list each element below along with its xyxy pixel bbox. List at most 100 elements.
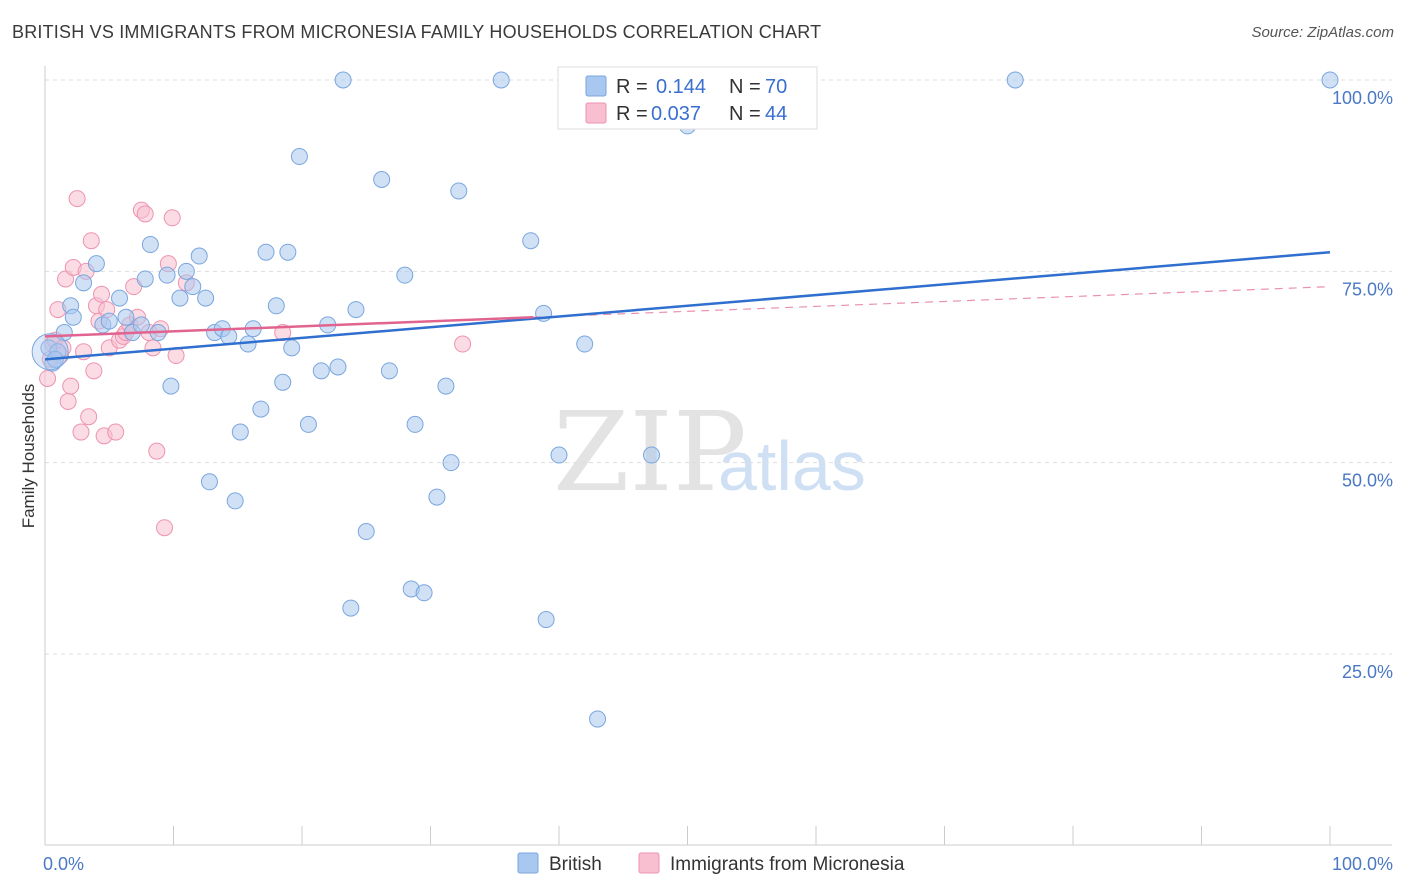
series-micronesia-points <box>39 190 472 537</box>
watermark-atlas: atlas <box>718 427 866 505</box>
data-point-british <box>437 377 455 395</box>
data-point-british <box>576 335 594 353</box>
trend-lines <box>44 250 1331 361</box>
data-point-british <box>406 415 424 433</box>
data-point-micronesia <box>156 519 174 537</box>
data-point-british <box>197 289 215 307</box>
data-point-british <box>87 255 105 273</box>
data-point-british <box>267 297 285 315</box>
data-point-british <box>200 473 218 491</box>
data-point-british <box>492 71 510 89</box>
data-point-british <box>589 710 607 728</box>
data-point-micronesia <box>93 285 111 303</box>
data-point-british <box>643 446 661 464</box>
y-tick-label: 50.0% <box>1342 471 1393 491</box>
micronesia-swatch <box>585 102 607 124</box>
series-british-points <box>31 71 1339 728</box>
data-point-british <box>231 423 249 441</box>
grid-lines <box>45 79 1392 655</box>
data-point-british <box>299 415 317 433</box>
data-point-british-cluster <box>31 333 69 371</box>
data-point-micronesia <box>107 423 125 441</box>
micronesia-r-value: 0.037 <box>651 103 701 125</box>
data-point-british <box>373 170 391 188</box>
data-point-british <box>158 266 176 284</box>
trend-line-british <box>44 250 1331 361</box>
data-point-micronesia <box>62 377 80 395</box>
data-point-british <box>329 358 347 376</box>
data-point-british <box>290 148 308 166</box>
data-point-british <box>226 492 244 510</box>
source-label: Source: ZipAtlas.com <box>1251 24 1394 41</box>
y-tick-labels: 25.0% 50.0% 75.0% 100.0% <box>1332 88 1393 682</box>
data-point-micronesia <box>82 232 100 250</box>
data-point-british <box>334 71 352 89</box>
trend-line-micronesia <box>44 316 534 338</box>
data-point-british <box>380 362 398 380</box>
data-point-british <box>415 584 433 602</box>
data-point-micronesia <box>72 423 90 441</box>
chart-title: BRITISH VS IMMIGRANTS FROM MICRONESIA FA… <box>12 22 822 42</box>
stats-legend: R = 0.144 N = 70 R = 0.037 N = 44 <box>557 66 818 130</box>
data-point-british <box>111 289 129 307</box>
y-axis-label: Family Households <box>19 384 38 529</box>
data-point-british <box>274 373 292 391</box>
data-point-british <box>1321 71 1339 89</box>
trend-line-micronesia-extension <box>533 286 1331 318</box>
x-tick-labels: 0.0% 100.0% <box>43 854 1393 874</box>
data-point-british <box>283 339 301 357</box>
legend-micronesia-swatch <box>638 852 660 874</box>
data-point-british <box>75 274 93 292</box>
data-point-micronesia <box>59 392 77 410</box>
y-tick-label: 100.0% <box>1332 88 1393 108</box>
data-point-micronesia <box>144 339 162 357</box>
data-point-british <box>162 377 180 395</box>
legend-british-label: British <box>549 854 602 875</box>
data-point-british <box>442 454 460 472</box>
x-tick-label: 100.0% <box>1332 854 1393 874</box>
british-r-value: 0.144 <box>656 76 706 98</box>
data-point-british <box>550 446 568 464</box>
british-n-value: 70 <box>765 76 787 98</box>
data-point-british <box>252 400 270 418</box>
data-point-british <box>1006 71 1024 89</box>
data-point-british <box>450 182 468 200</box>
data-point-micronesia <box>136 205 154 223</box>
y-tick-label: 25.0% <box>1342 662 1393 682</box>
data-point-british <box>220 327 238 345</box>
data-point-british <box>190 247 208 265</box>
british-n-label: N = <box>729 76 761 98</box>
data-point-british <box>257 243 275 261</box>
data-point-british <box>184 278 202 296</box>
x-tick-label: 0.0% <box>43 854 84 874</box>
data-point-british <box>64 308 82 326</box>
legend-british-swatch <box>517 852 539 874</box>
data-point-british <box>171 289 189 307</box>
y-tick-label: 75.0% <box>1342 279 1393 299</box>
data-point-british <box>342 599 360 617</box>
micronesia-n-label: N = <box>729 103 761 125</box>
data-point-british <box>117 308 135 326</box>
micronesia-r-label: R = <box>616 103 648 125</box>
data-point-british <box>132 316 150 334</box>
data-point-micronesia <box>454 335 472 353</box>
data-point-micronesia <box>148 442 166 460</box>
data-point-british <box>177 262 195 280</box>
data-point-micronesia <box>68 190 86 208</box>
data-point-british <box>396 266 414 284</box>
micronesia-n-value: 44 <box>765 103 787 125</box>
data-point-british <box>141 236 159 254</box>
axes <box>44 66 1392 846</box>
data-point-british <box>136 270 154 288</box>
data-point-micronesia <box>85 362 103 380</box>
data-point-british <box>279 243 297 261</box>
data-point-british <box>312 362 330 380</box>
british-r-label: R = <box>616 76 648 98</box>
series-legend: British Immigrants from Micronesia <box>517 852 905 875</box>
data-point-british <box>347 301 365 319</box>
british-swatch <box>585 75 607 97</box>
data-point-british <box>428 488 446 506</box>
data-point-micronesia <box>39 369 57 387</box>
legend-micronesia-label: Immigrants from Micronesia <box>670 854 905 875</box>
